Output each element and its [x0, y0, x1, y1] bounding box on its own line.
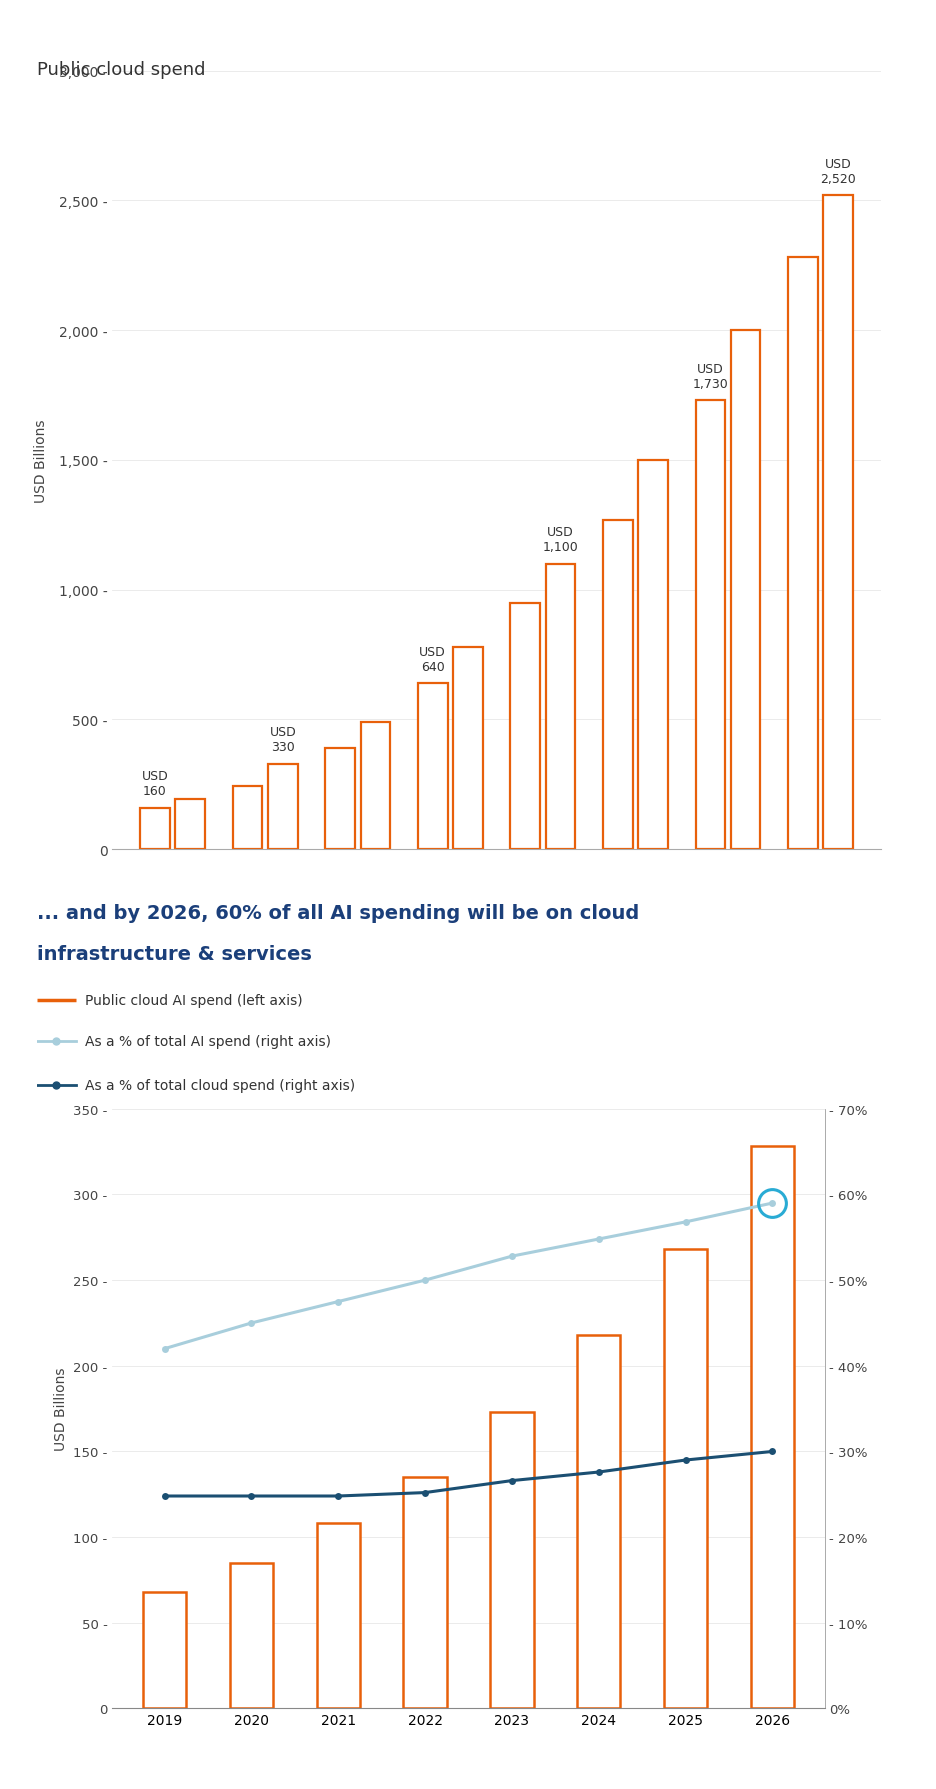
Bar [823, 197, 852, 850]
Y-axis label: USD Billions: USD Billions [34, 419, 48, 503]
Text: USD
1,730: USD 1,730 [692, 363, 727, 390]
Y-axis label: USD Billions: USD Billions [53, 1367, 67, 1451]
Bar [232, 785, 262, 850]
Text: USD
1,100: USD 1,100 [542, 526, 578, 555]
Text: As a % of total cloud spend (right axis): As a % of total cloud spend (right axis) [85, 1079, 355, 1093]
Bar [603, 521, 632, 850]
Bar [664, 1249, 707, 1708]
Bar [175, 800, 205, 850]
Text: USD
330: USD 330 [270, 726, 296, 753]
Bar [417, 683, 447, 850]
Bar [360, 723, 389, 850]
Bar [268, 764, 298, 850]
Text: Public cloud AI spend (left axis): Public cloud AI spend (left axis) [85, 993, 302, 1007]
Bar [730, 331, 760, 850]
Text: USD
160: USD 160 [141, 769, 168, 798]
Bar [695, 401, 724, 850]
Text: As a % of total AI spend (right axis): As a % of total AI spend (right axis) [85, 1034, 330, 1048]
Bar [637, 462, 667, 850]
Text: USD
2,520: USD 2,520 [819, 157, 856, 186]
Bar [545, 565, 575, 850]
Bar [142, 1592, 186, 1708]
Text: infrastructure & services: infrastructure & services [37, 945, 312, 964]
Bar [140, 809, 169, 850]
Text: Public cloud spend: Public cloud spend [37, 61, 206, 79]
Bar [750, 1147, 794, 1708]
Bar [787, 258, 817, 850]
Bar [490, 1412, 534, 1708]
Bar [325, 748, 355, 850]
Text: USD
640: USD 640 [419, 646, 446, 673]
Bar [229, 1564, 272, 1708]
Bar [510, 603, 539, 850]
Bar [402, 1478, 446, 1708]
Bar [453, 648, 482, 850]
Bar [316, 1524, 359, 1708]
Text: ... and by 2026, 60% of all AI spending will be on cloud: ... and by 2026, 60% of all AI spending … [37, 903, 639, 923]
Bar [577, 1335, 620, 1708]
